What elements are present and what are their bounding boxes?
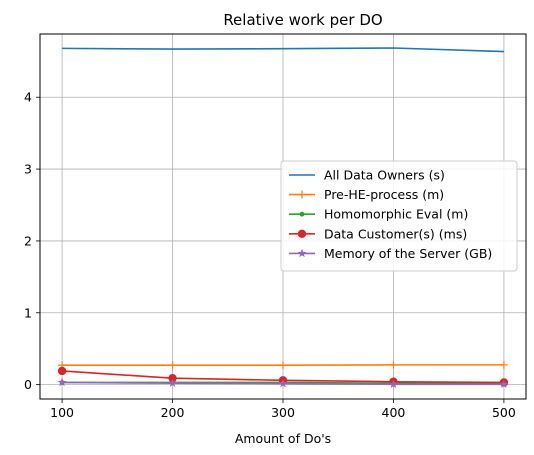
series-4 bbox=[57, 377, 509, 388]
legend-entry: Data Customer(s) (ms) bbox=[289, 226, 467, 241]
series-1 bbox=[58, 360, 508, 370]
data-point bbox=[278, 378, 288, 388]
series-layer bbox=[57, 47, 509, 388]
legend-marker bbox=[299, 211, 305, 217]
y-tick-label: 0 bbox=[24, 377, 32, 392]
chart-title: Relative work per DO bbox=[223, 11, 382, 29]
legend-label: Pre-HE-process (m) bbox=[324, 187, 444, 202]
legend-label: Data Customer(s) (ms) bbox=[324, 226, 467, 241]
legend-label: Homomorphic Eval (m) bbox=[324, 207, 468, 222]
x-tick-label: 400 bbox=[382, 405, 406, 420]
data-point bbox=[57, 377, 67, 387]
legend-marker bbox=[297, 229, 307, 238]
y-tick-label: 4 bbox=[24, 90, 32, 105]
data-point bbox=[499, 360, 508, 369]
legend: All Data Owners (s) Pre-HE-process (m) Hom… bbox=[280, 160, 518, 272]
legend-entry: Homomorphic Eval (m) bbox=[289, 207, 468, 222]
data-point bbox=[168, 378, 177, 387]
legend-entry: Pre-HE-process (m) bbox=[289, 187, 444, 202]
data-point bbox=[499, 379, 509, 388]
y-tick-label: 2 bbox=[24, 233, 32, 248]
data-point bbox=[389, 360, 398, 369]
y-tick-label: 1 bbox=[24, 305, 32, 320]
x-axis-label: Amount of Do's bbox=[235, 431, 331, 446]
axis-ticks: 100 200 300 400 500 0 1 2 3 4 bbox=[24, 90, 516, 420]
data-point bbox=[57, 366, 67, 376]
x-tick-label: 200 bbox=[161, 405, 185, 420]
series-0 bbox=[62, 47, 504, 53]
legend-entry: All Data Owners (s) bbox=[289, 168, 445, 183]
legend-label: Memory of the Server (GB) bbox=[324, 246, 492, 261]
series-line bbox=[62, 47, 504, 53]
legend-box bbox=[280, 160, 518, 272]
data-point bbox=[168, 361, 177, 370]
x-tick-label: 500 bbox=[492, 405, 516, 420]
legend-label: All Data Owners (s) bbox=[324, 168, 445, 183]
data-point bbox=[279, 361, 287, 370]
legend-entry: Memory of the Server (GB) bbox=[289, 246, 492, 261]
y-tick-label: 3 bbox=[24, 162, 32, 177]
legend-marker bbox=[297, 248, 307, 258]
legend-marker bbox=[298, 190, 306, 199]
x-tick-label: 300 bbox=[271, 405, 295, 420]
x-tick-label: 100 bbox=[50, 405, 74, 420]
data-point bbox=[389, 379, 398, 388]
data-point bbox=[168, 373, 177, 383]
